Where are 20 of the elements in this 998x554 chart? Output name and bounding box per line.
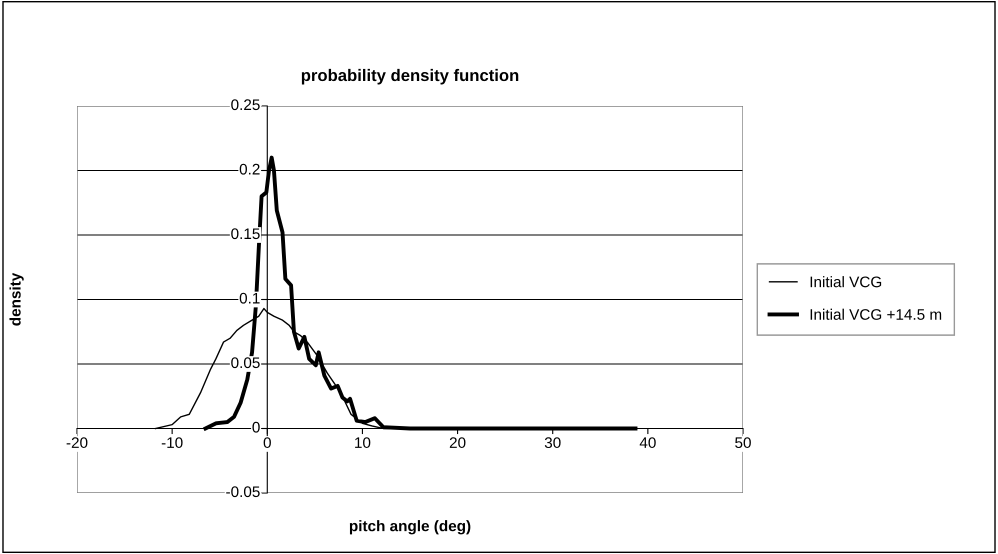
y-axis-title: density: [9, 272, 24, 326]
x-tick-label: 30: [544, 437, 561, 448]
x-tick-label: 0: [264, 437, 271, 448]
y-tick-label: 0.25: [231, 99, 260, 110]
x-tick-label: 50: [735, 437, 751, 448]
y-tick-label: 0: [252, 422, 260, 433]
x-tick-label: -10: [162, 437, 183, 448]
legend-label: Initial VCG: [810, 276, 882, 288]
legend-label: Initial VCG +14.5 m: [810, 308, 942, 320]
y-tick-label: 0.05: [231, 357, 260, 368]
x-tick-label: 10: [355, 437, 370, 448]
y-tick-label: -0.05: [226, 486, 260, 498]
y-tick-label: 0.15: [231, 228, 260, 240]
x-tick-label: 40: [640, 437, 656, 448]
x-axis-title: pitch angle (deg): [350, 520, 470, 534]
y-tick-label: 0.2: [240, 164, 260, 175]
x-tick-label: 20: [450, 437, 466, 448]
x-tick-label: -20: [66, 437, 88, 448]
chart-title: probability density function: [302, 68, 518, 84]
y-tick-label: 0.1: [240, 292, 260, 304]
